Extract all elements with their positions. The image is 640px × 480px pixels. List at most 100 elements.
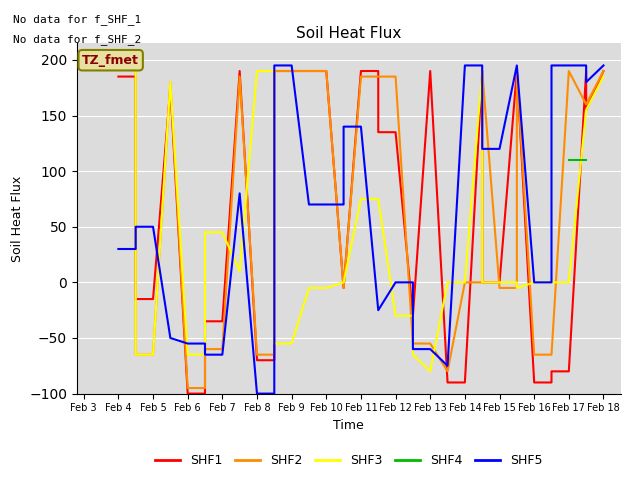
SHF5 [132,224,140,229]
SHF2 [323,68,330,74]
SHF1 [548,369,556,374]
SHF5 [478,146,486,152]
SHF3 [271,341,278,347]
Y-axis label: Soil Heat Flux: Soil Heat Flux [10,175,24,262]
SHF3 [478,279,486,285]
SHF1 [271,357,278,363]
SHF1 [201,391,209,396]
SHF1 [201,318,209,324]
SHF5 [600,62,607,68]
SHF2 [132,352,140,358]
SHF4 [565,157,573,163]
SHF5 [548,62,556,68]
SHF2 [426,341,434,347]
Line: SHF2: SHF2 [118,65,604,388]
SHF2 [513,285,521,291]
SHF3 [426,369,434,374]
SHF2 [218,346,226,352]
SHF5 [582,79,590,85]
SHF3 [357,196,365,202]
SHF5 [201,352,209,358]
SHF2 [271,352,278,358]
SHF2 [444,369,451,374]
SHF3 [340,279,348,285]
SHF5 [271,62,278,68]
SHF3 [132,352,140,358]
SHF5 [166,335,174,341]
SHF5 [426,346,434,352]
SHF5 [340,124,348,130]
SHF2 [166,79,174,85]
SHF2 [236,74,243,80]
Text: No data for f_SHF_2: No data for f_SHF_2 [13,34,141,45]
SHF2 [565,68,573,74]
SHF1 [582,107,590,113]
SHF5 [478,62,486,68]
SHF3 [409,352,417,358]
SHF5 [582,62,590,68]
SHF2 [253,352,261,358]
SHF2 [478,279,486,285]
SHF3 [236,268,243,274]
SHF5 [323,202,330,207]
SHF2 [582,101,590,107]
SHF1 [600,68,607,74]
SHF1 [426,68,434,74]
SHF1 [357,68,365,74]
SHF5 [149,224,157,229]
SHF3 [305,285,313,291]
SHF1 [323,68,330,74]
SHF5 [496,146,504,152]
SHF1 [184,391,191,396]
SHF2 [236,74,243,80]
SHF2 [409,341,417,347]
SHF3 [409,313,417,319]
SHF1 [149,296,157,302]
SHF3 [271,68,278,74]
SHF3 [444,279,451,285]
SHF1 [444,380,451,385]
SHF2 [305,68,313,74]
SHF5 [392,279,399,285]
SHF3 [340,279,348,285]
SHF2 [496,285,504,291]
SHF3 [236,268,243,274]
SHF5 [513,62,521,68]
SHF1 [409,313,417,319]
SHF2 [271,68,278,74]
SHF5 [236,191,243,196]
SHF3 [201,229,209,235]
SHF1 [271,68,278,74]
SHF5 [201,341,209,347]
SHF3 [253,68,261,74]
SHF2 [149,352,157,358]
SHF2 [132,62,140,68]
SHF1 [461,380,468,385]
Legend: SHF1, SHF2, SHF3, SHF4, SHF5: SHF1, SHF2, SHF3, SHF4, SHF5 [150,449,547,472]
SHF1 [392,129,399,135]
SHF3 [132,62,140,68]
Line: SHF5: SHF5 [118,65,604,394]
SHF2 [340,285,348,291]
SHF2 [201,385,209,391]
SHF3 [548,279,556,285]
SHF2 [392,74,399,80]
SHF5 [374,307,382,313]
SHF5 [218,352,226,358]
SHF1 [166,85,174,91]
Text: TZ_fmet: TZ_fmet [82,54,139,67]
SHF5 [374,307,382,313]
SHF5 [444,363,451,369]
SHF2 [513,68,521,74]
SHF3 [461,279,468,285]
SHF2 [582,101,590,107]
SHF5 [271,391,278,396]
SHF2 [166,79,174,85]
SHF1 [513,68,521,74]
SHF5 [253,391,261,396]
SHF2 [548,352,556,358]
SHF1 [409,313,417,319]
SHF1 [236,68,243,74]
SHF3 [115,62,122,68]
SHF3 [513,285,521,291]
